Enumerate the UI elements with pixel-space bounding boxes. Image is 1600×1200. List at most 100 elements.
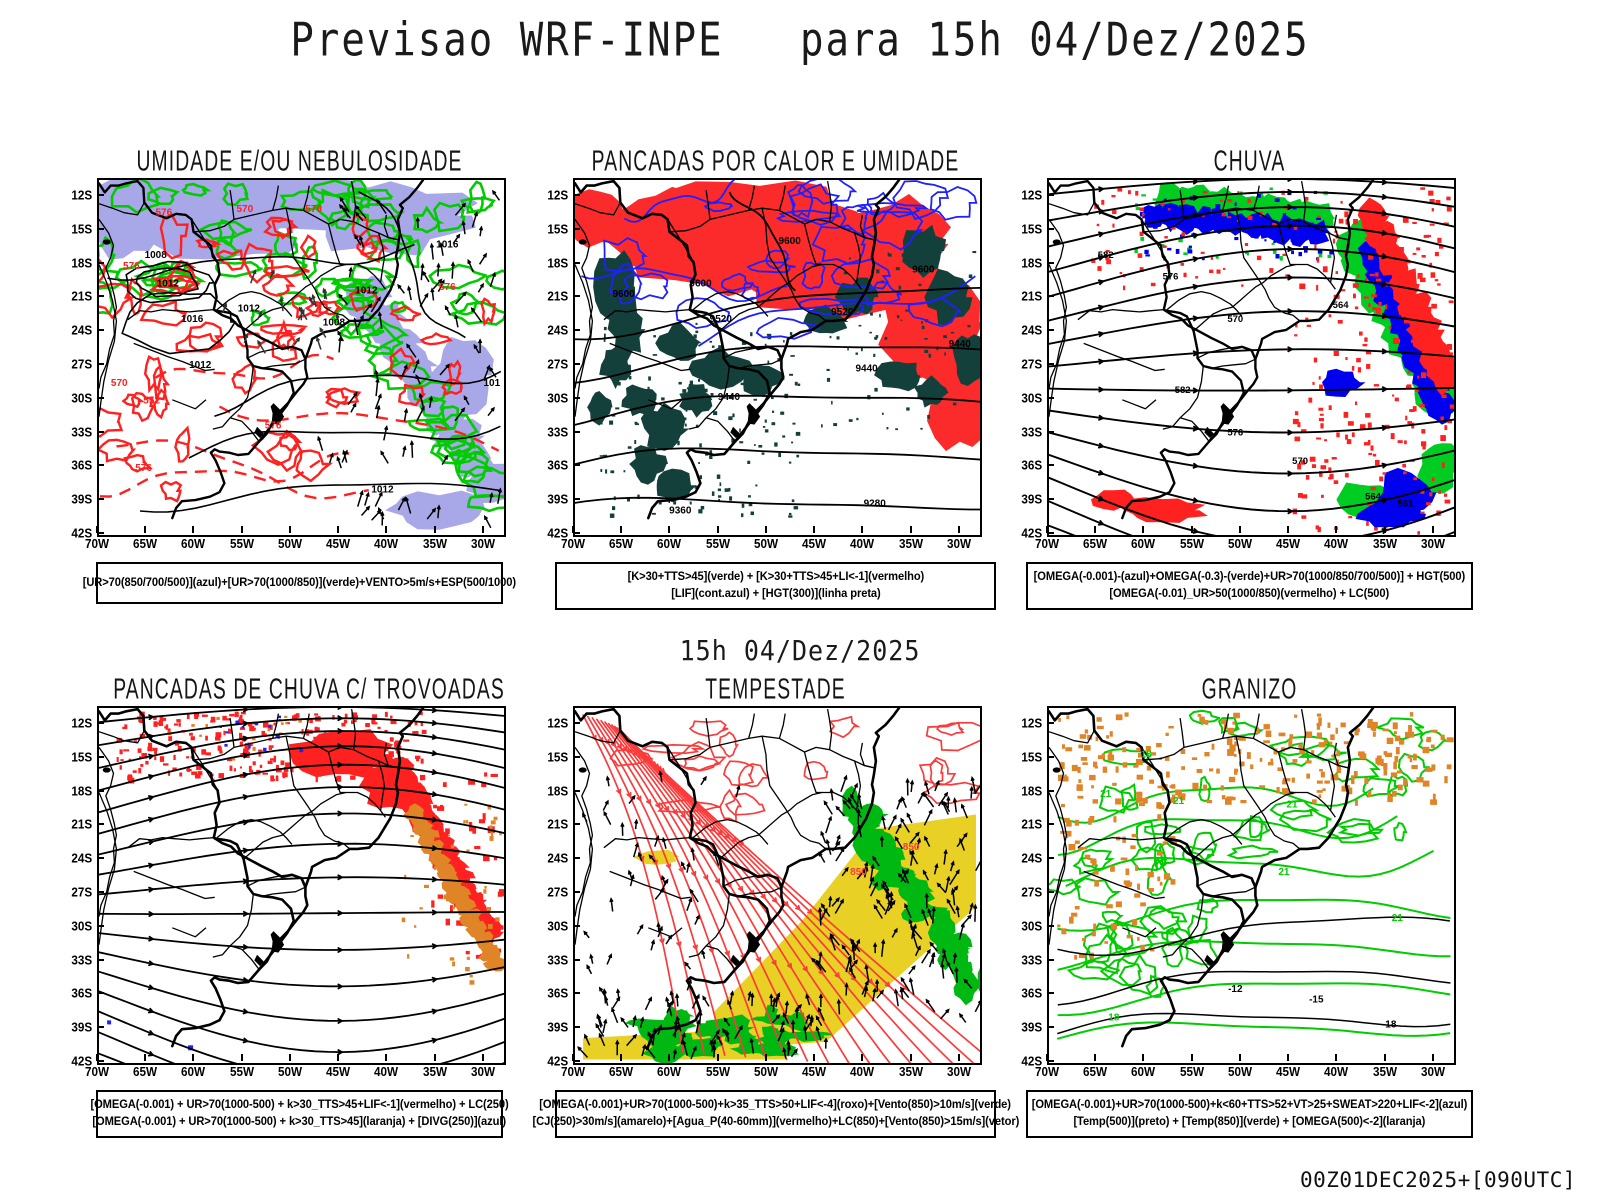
x-tick-mark	[144, 526, 147, 533]
page-title: Previsao WRF-INPE para 15h 04/Dez/2025	[290, 14, 1310, 68]
wind-vector-layer	[317, 189, 503, 529]
y-tick-mark	[573, 789, 580, 792]
contour-label: 9440	[718, 392, 741, 403]
x-tick-mark	[481, 1054, 484, 1061]
contour-label: 576	[1227, 428, 1243, 439]
y-tick-label: 39S	[547, 1019, 568, 1035]
panel-umidade: UMIDADE E/OU NEBULOSIDADE	[97, 146, 502, 651]
y-tick-mark	[97, 1026, 104, 1029]
y-tick-label: 15S	[1021, 749, 1042, 765]
axes-tempestade: 12S 15S 18S 21S 24S 27S 30S 33S 36S 39S 42S 70W 65W 6…	[547, 706, 978, 1079]
x-tick-mark	[1142, 526, 1145, 533]
lakes-layer	[578, 767, 761, 967]
y-tick-label: 24S	[547, 850, 568, 866]
y-tick-mark	[1047, 430, 1054, 433]
y-tick-mark	[1047, 193, 1054, 196]
contour-label: 9600	[779, 236, 802, 247]
y-tick-mark	[1047, 924, 1054, 927]
y-tick-label: 12S	[1021, 187, 1042, 203]
y-tick-label: 42S	[1021, 525, 1042, 541]
y-tick-label: 33S	[547, 424, 568, 440]
x-tick-label: 70W	[1034, 536, 1060, 551]
y-tick-mark	[97, 329, 104, 332]
legend-line: [Temp(500)](preto) + [Temp(850)](verde) …	[1073, 1116, 1426, 1128]
y-tick-label: 15S	[71, 221, 92, 237]
coastline-layer	[99, 708, 425, 1048]
y-tick-mark	[573, 1026, 580, 1029]
x-tick-mark	[1431, 526, 1434, 533]
x-tick-mark	[1238, 1054, 1241, 1061]
y-tick-label: 30S	[71, 390, 92, 406]
x-tick-label: 30W	[1420, 1064, 1445, 1079]
x-tick-mark	[572, 1054, 574, 1061]
contour-label: -18	[1382, 1020, 1397, 1031]
x-tick-label: 55W	[229, 536, 254, 551]
contour-label: 561	[1397, 499, 1414, 510]
legend-line: [OMEGA(-0.01)_UR>50(1000/850)(vermelho) …	[1109, 588, 1390, 600]
contour-label: 576	[155, 208, 172, 219]
x-tick-label: 60W	[1131, 536, 1156, 551]
y-tick-label: 36S	[1021, 985, 1042, 1001]
y-tick-mark	[1047, 721, 1054, 724]
legend-pancadas-trovoadas: [OMEGA(-0.001) + UR>70(1000-500) + k>30_…	[90, 1090, 509, 1138]
streamline-layer	[1049, 180, 1454, 535]
x-tick-label: 55W	[705, 1064, 730, 1079]
x-tick-label: 35W	[1372, 1064, 1397, 1079]
contour-label: 18	[1108, 1012, 1120, 1023]
x-tick-mark	[620, 1054, 623, 1061]
x-tick-label: 40W	[850, 536, 875, 551]
contour-label: 21	[1286, 799, 1298, 810]
y-tick-mark	[1047, 1060, 1054, 1062]
coastline-layer	[1049, 708, 1375, 1048]
y-tick-label: 42S	[547, 1053, 568, 1069]
contour-label: 570	[236, 204, 253, 215]
contour-label: 101	[484, 378, 501, 389]
contour-label: 570	[1292, 456, 1308, 467]
divg250-blue-layer	[107, 715, 304, 1051]
x-tick-mark	[240, 1054, 243, 1061]
state-borders-layer	[99, 180, 399, 442]
x-tick-mark	[957, 526, 960, 533]
y-tick-label: 18S	[547, 255, 568, 271]
x-tick-mark	[1287, 1054, 1290, 1061]
x-tick-mark	[96, 526, 98, 533]
y-tick-mark	[97, 362, 104, 365]
axes-pancadas-calor: 12S 15S 18S 21S 24S 27S 30S 33S 36S 39S 42S 70W 65W 6…	[547, 178, 978, 551]
x-tick-mark	[96, 1054, 98, 1061]
x-tick-mark	[1190, 1054, 1193, 1061]
x-tick-mark	[668, 526, 671, 533]
y-tick-mark	[573, 992, 580, 995]
x-tick-mark	[288, 526, 291, 533]
y-tick-label: 30S	[1021, 918, 1042, 934]
x-tick-label: 30W	[946, 536, 971, 551]
x-tick-label: 45W	[1276, 1064, 1301, 1079]
x-tick-mark	[1238, 526, 1241, 533]
contour-label: 552	[143, 396, 160, 407]
x-tick-label: 35W	[898, 1064, 923, 1079]
x-tick-label: 50W	[277, 1064, 302, 1079]
y-tick-label: 39S	[71, 1019, 92, 1035]
contour-label-layer: 582 576 570 564 582 576 570 564 561	[1098, 250, 1414, 510]
x-tick-label: 65W	[609, 1064, 634, 1079]
x-tick-label: 70W	[560, 536, 586, 551]
y-tick-mark	[97, 430, 104, 433]
ur50-red-layer	[1091, 187, 1454, 535]
y-tick-label: 30S	[71, 918, 92, 934]
x-tick-label: 45W	[802, 536, 827, 551]
y-tick-mark	[573, 924, 580, 927]
panel-title-granizo: GRANIZO	[1201, 674, 1298, 706]
y-tick-label: 24S	[1021, 850, 1042, 866]
x-tick-mark	[433, 1054, 436, 1061]
y-tick-mark	[97, 789, 104, 792]
y-tick-label: 15S	[1021, 221, 1042, 237]
x-tick-mark	[1046, 1054, 1048, 1061]
x-tick-label: 35W	[422, 1064, 447, 1079]
contour-label: 576	[123, 261, 140, 272]
x-tick-mark	[1383, 526, 1386, 533]
y-tick-mark	[1047, 329, 1054, 332]
y-tick-label: 24S	[1021, 322, 1042, 338]
x-tick-mark	[481, 526, 484, 533]
x-tick-mark	[337, 1054, 340, 1061]
y-tick-label: 18S	[71, 783, 92, 799]
y-tick-mark	[97, 755, 104, 758]
